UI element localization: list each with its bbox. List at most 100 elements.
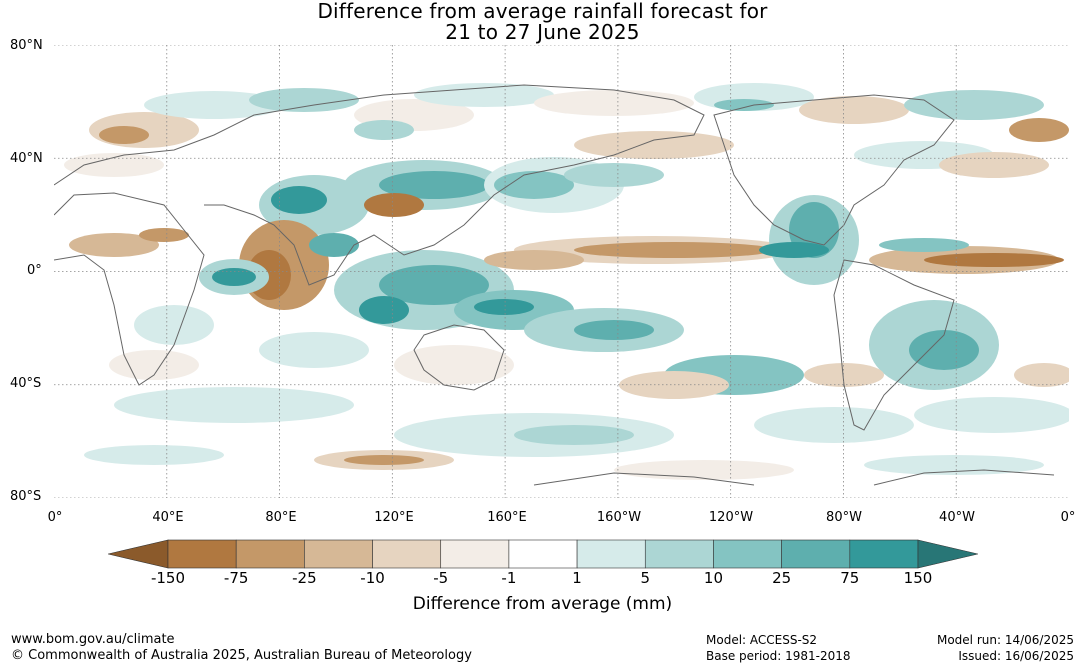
colorbar-tick-label: 10 <box>703 569 723 587</box>
lon-label-160e: 160°E <box>487 510 527 525</box>
anomaly-patch <box>914 397 1069 433</box>
colorbar-segment <box>849 539 919 569</box>
anomaly-patch <box>714 99 774 111</box>
coastlines <box>54 84 1055 486</box>
colorbar-legend <box>108 539 978 569</box>
anomaly-patch <box>799 96 909 124</box>
rainfall-anomaly-map <box>54 45 1069 498</box>
anomaly-shading-layer <box>64 83 1069 480</box>
colorbar-segment <box>781 539 851 569</box>
anomaly-patch <box>1014 363 1069 387</box>
colorbar-tick-label: -75 <box>223 569 249 587</box>
north-america-coastline <box>713 94 955 246</box>
anomaly-patch <box>64 153 164 177</box>
anomaly-patch <box>379 171 489 199</box>
colorbar-tick-label: -10 <box>360 569 385 587</box>
colorbar-tick-label: -150 <box>150 569 186 587</box>
colorbar-tick-label: 75 <box>840 569 860 587</box>
issued-date: Issued: 16/06/2025 <box>958 649 1074 663</box>
australia-coastline <box>413 324 505 391</box>
colorbar-max-arrow <box>917 539 978 569</box>
anomaly-patch <box>924 253 1064 267</box>
colorbar-tick-label: 25 <box>772 569 792 587</box>
lon-label-120w: 120°W <box>708 510 754 525</box>
anomaly-patch <box>134 305 214 345</box>
anomaly-patch <box>344 455 424 465</box>
anomaly-patch <box>114 387 354 423</box>
anomaly-patch <box>574 242 774 258</box>
colorbar-segment <box>644 539 714 569</box>
anomaly-patch <box>514 425 634 445</box>
anomaly-patch <box>259 332 369 368</box>
map-title-line-1: Difference from average rainfall forecas… <box>317 0 768 23</box>
anomaly-patch <box>474 299 534 315</box>
lat-label-40n: 40°N <box>10 151 43 166</box>
legend-title: Difference from average (mm) <box>412 594 673 614</box>
model-run-date: Model run: 14/06/2025 <box>936 633 1074 647</box>
anomaly-patch <box>534 90 694 116</box>
lat-label-40s: 40°S <box>10 376 42 391</box>
lon-label-120e: 120°E <box>374 510 414 525</box>
model-name: Model: ACCESS-S2 <box>706 633 818 647</box>
lat-label-80s: 80°S <box>10 489 42 504</box>
colorbar-tick-label: -5 <box>433 569 449 587</box>
colorbar-tick-label: 1 <box>572 569 582 587</box>
anomaly-patch <box>414 83 554 107</box>
colorbar-tick-label: 5 <box>640 569 651 587</box>
source-url: www.bom.gov.au/climate <box>11 632 175 647</box>
anomaly-patch <box>759 242 829 258</box>
anomaly-patch <box>359 296 409 324</box>
lat-label-equator: 0° <box>27 263 42 278</box>
anomaly-patch <box>144 91 284 119</box>
colorbar-segment <box>440 539 510 569</box>
lon-label-40w: 40°W <box>939 510 975 525</box>
anomaly-patch <box>494 171 574 199</box>
anomaly-patch <box>69 233 159 257</box>
anomaly-patch <box>364 193 424 217</box>
anomaly-patch <box>754 407 914 443</box>
lon-label-0: 0° <box>47 510 63 525</box>
colorbar-segment <box>372 539 442 569</box>
map-canvas <box>54 45 1069 498</box>
africa-coastline <box>54 192 205 386</box>
anomaly-patch <box>879 238 969 252</box>
anomaly-patch <box>939 152 1049 178</box>
anomaly-patch <box>804 363 884 387</box>
anomaly-patch <box>139 228 189 242</box>
colorbar-segment <box>167 539 237 569</box>
lon-label-40e: 40°E <box>152 510 184 525</box>
lat-label-80n: 80°N <box>10 38 43 53</box>
anomaly-patch <box>484 250 584 270</box>
colorbar-segment <box>576 539 646 569</box>
lon-label-80e: 80°E <box>265 510 297 525</box>
anomaly-patch <box>309 233 359 257</box>
antarctica-coastline <box>533 472 755 486</box>
anomaly-patch <box>864 455 1044 475</box>
anomaly-patch <box>99 126 149 144</box>
anomaly-patch <box>212 268 256 286</box>
colorbar-segment <box>304 539 373 569</box>
base-period: Base period: 1981-2018 <box>706 649 851 663</box>
anomaly-patch <box>84 445 224 465</box>
anomaly-patch <box>354 120 414 140</box>
anomaly-patch <box>271 186 327 214</box>
colorbar-tick-label: -25 <box>292 569 317 587</box>
anomaly-patch <box>379 265 489 305</box>
lon-label-160w: 160°W <box>596 510 642 525</box>
lon-label-80w: 80°W <box>826 510 862 525</box>
anomaly-patch <box>614 460 794 480</box>
anomaly-patch <box>394 345 514 385</box>
eurasia-coastline <box>54 84 705 286</box>
anomaly-patch <box>109 350 199 380</box>
anomaly-patch <box>574 320 654 340</box>
anomaly-patch <box>1009 118 1069 142</box>
anomaly-patch <box>904 90 1044 120</box>
anomaly-patch <box>564 163 664 187</box>
colorbar-segment <box>713 539 782 569</box>
colorbar-segment <box>235 539 305 569</box>
colorbar-tick-label: 150 <box>903 569 933 587</box>
antarctica-coastline <box>873 469 1055 486</box>
lat-lon-grid <box>54 45 1069 498</box>
colorbar-tick-label: -1 <box>501 569 517 587</box>
copyright-text: © Commonwealth of Australia 2025, Austra… <box>11 648 472 663</box>
